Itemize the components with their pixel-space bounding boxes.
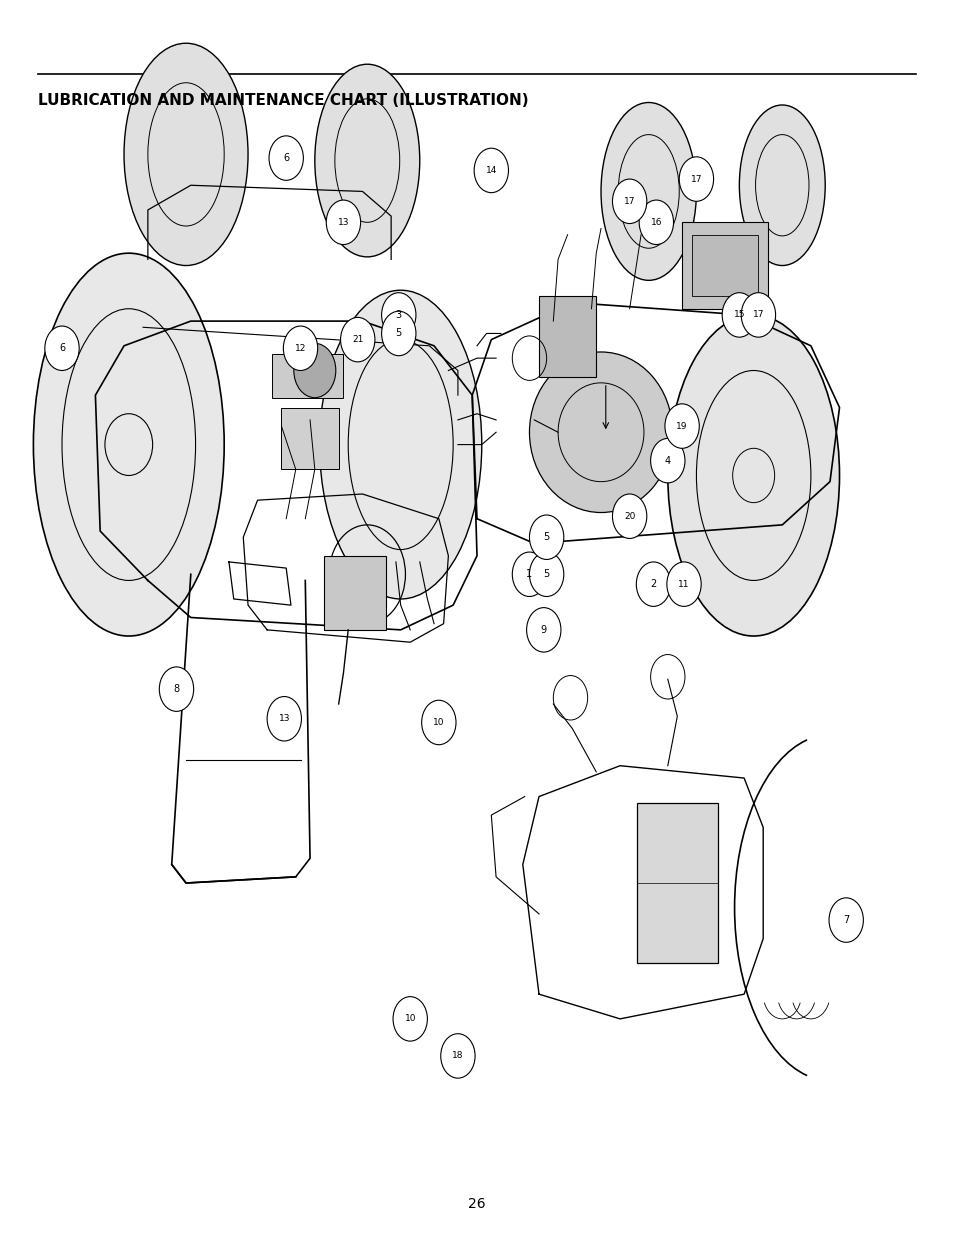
Circle shape — [529, 552, 563, 597]
Ellipse shape — [314, 64, 419, 257]
Text: 3: 3 — [395, 310, 401, 320]
Text: 2: 2 — [650, 579, 656, 589]
Circle shape — [440, 1034, 475, 1078]
Text: LUBRICATION AND MAINTENANCE CHART (ILLUSTRATION): LUBRICATION AND MAINTENANCE CHART (ILLUS… — [38, 93, 528, 107]
Text: 7: 7 — [842, 915, 848, 925]
Circle shape — [612, 494, 646, 538]
Circle shape — [512, 552, 546, 597]
Text: 12: 12 — [294, 343, 306, 353]
Text: 8: 8 — [173, 684, 179, 694]
Circle shape — [393, 997, 427, 1041]
Circle shape — [340, 317, 375, 362]
Ellipse shape — [33, 253, 224, 636]
Ellipse shape — [667, 315, 839, 636]
Text: 20: 20 — [623, 511, 635, 521]
Text: 5: 5 — [543, 532, 549, 542]
Ellipse shape — [600, 103, 696, 280]
Text: 17: 17 — [752, 310, 763, 320]
Text: 17: 17 — [690, 174, 701, 184]
Circle shape — [381, 311, 416, 356]
Circle shape — [421, 700, 456, 745]
Circle shape — [828, 898, 862, 942]
Circle shape — [381, 293, 416, 337]
Circle shape — [636, 562, 670, 606]
Circle shape — [650, 438, 684, 483]
Text: 1: 1 — [526, 569, 532, 579]
Bar — [691, 235, 758, 296]
Bar — [272, 354, 343, 398]
Circle shape — [679, 157, 713, 201]
Text: 16: 16 — [650, 217, 661, 227]
Text: 5: 5 — [395, 329, 401, 338]
Text: 19: 19 — [676, 421, 687, 431]
Circle shape — [666, 562, 700, 606]
Circle shape — [721, 293, 756, 337]
Circle shape — [474, 148, 508, 193]
Circle shape — [526, 608, 560, 652]
Text: 4: 4 — [664, 456, 670, 466]
Bar — [281, 408, 338, 469]
Ellipse shape — [124, 43, 248, 266]
Text: 5: 5 — [543, 569, 549, 579]
Circle shape — [294, 343, 335, 398]
Circle shape — [267, 697, 301, 741]
Circle shape — [283, 326, 317, 370]
Ellipse shape — [319, 290, 481, 599]
Text: 15: 15 — [733, 310, 744, 320]
Text: 6: 6 — [59, 343, 65, 353]
Ellipse shape — [529, 352, 672, 513]
Ellipse shape — [739, 105, 824, 266]
Bar — [681, 222, 767, 309]
Bar — [324, 556, 386, 630]
Text: 9: 9 — [540, 625, 546, 635]
Text: 13: 13 — [278, 714, 290, 724]
Text: 10: 10 — [404, 1014, 416, 1024]
Circle shape — [326, 200, 360, 245]
Text: 14: 14 — [485, 165, 497, 175]
Circle shape — [529, 515, 563, 559]
Circle shape — [612, 179, 646, 224]
Circle shape — [639, 200, 673, 245]
Circle shape — [45, 326, 79, 370]
Text: 17: 17 — [623, 196, 635, 206]
Text: 11: 11 — [678, 579, 689, 589]
Circle shape — [740, 293, 775, 337]
Text: 26: 26 — [468, 1197, 485, 1212]
Circle shape — [664, 404, 699, 448]
Text: 18: 18 — [452, 1051, 463, 1061]
Bar — [538, 296, 596, 377]
Circle shape — [269, 136, 303, 180]
Circle shape — [159, 667, 193, 711]
Bar — [637, 803, 718, 963]
Text: 10: 10 — [433, 718, 444, 727]
Text: 21: 21 — [352, 335, 363, 345]
Text: 13: 13 — [337, 217, 349, 227]
Text: 6: 6 — [283, 153, 289, 163]
